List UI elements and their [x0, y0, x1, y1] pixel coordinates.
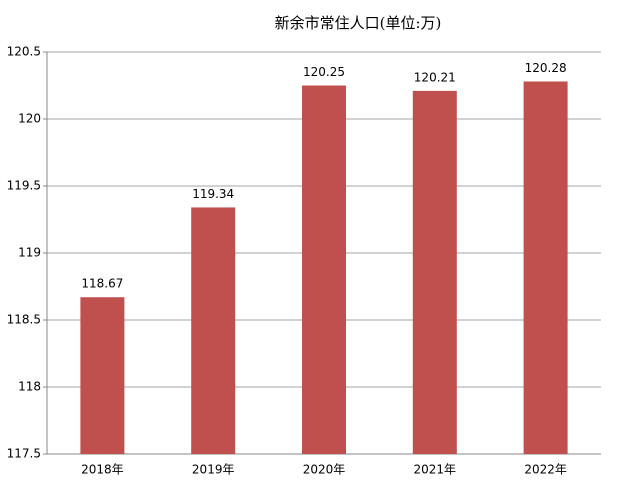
y-tick-label: 119 — [18, 246, 41, 260]
data-label: 120.28 — [525, 61, 567, 75]
y-tick-label: 120 — [18, 112, 41, 126]
y-tick-label: 120.5 — [7, 45, 41, 59]
y-tick-label: 119.5 — [7, 179, 41, 193]
data-label: 120.21 — [414, 70, 456, 84]
y-tick-label: 118.5 — [7, 313, 41, 327]
data-label: 118.67 — [81, 277, 123, 291]
data-label: 120.25 — [303, 65, 345, 79]
bar — [523, 81, 568, 454]
x-tick-label: 2021年 — [414, 463, 457, 477]
chart-title: 新余市常住人口(单位:万) — [275, 14, 442, 32]
x-tick-label: 2018年 — [81, 463, 124, 477]
bar — [80, 297, 125, 454]
x-tick-label: 2019年 — [192, 463, 235, 477]
y-tick-label: 118 — [18, 380, 41, 394]
bar — [302, 85, 346, 454]
y-tick-label: 117.5 — [7, 447, 41, 461]
data-label: 119.34 — [192, 187, 234, 201]
bar — [191, 207, 236, 454]
x-tick-label: 2020年 — [303, 463, 346, 477]
bar — [412, 90, 457, 455]
x-tick-label: 2022年 — [524, 463, 567, 477]
